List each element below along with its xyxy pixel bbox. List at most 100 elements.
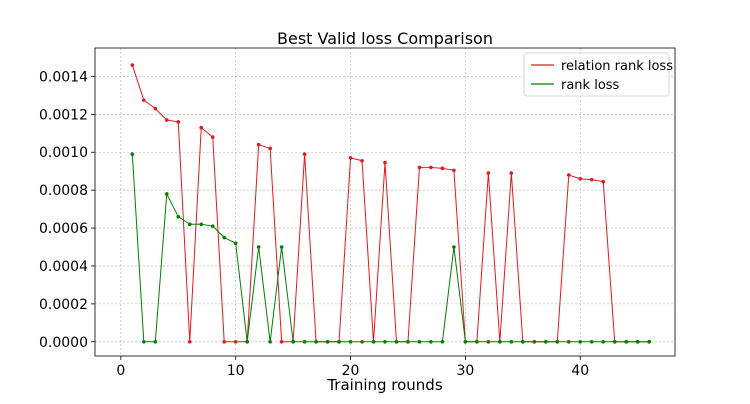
data-point	[222, 235, 227, 240]
y-tick-label: 0.0000	[39, 335, 88, 351]
data-point	[222, 339, 227, 344]
data-point	[498, 339, 502, 344]
data-point	[348, 339, 353, 344]
data-point	[199, 125, 204, 130]
data-point	[578, 176, 583, 181]
data-point	[452, 245, 456, 249]
data-point	[624, 339, 628, 344]
data-point	[452, 168, 456, 173]
data-point	[256, 245, 261, 249]
x-tick-label: 30	[456, 363, 474, 379]
data-point	[187, 339, 192, 344]
data-point	[555, 339, 560, 344]
data-point	[142, 339, 146, 344]
data-point	[417, 339, 422, 344]
data-point	[429, 165, 433, 170]
data-point	[589, 177, 594, 182]
data-point	[245, 339, 249, 344]
data-point	[153, 339, 158, 344]
data-point	[566, 339, 571, 344]
series-line	[131, 154, 650, 343]
data-point	[429, 339, 433, 344]
data-point	[486, 171, 491, 175]
data-point	[291, 339, 295, 344]
data-point	[371, 339, 376, 344]
data-point	[440, 166, 445, 171]
data-point	[153, 106, 158, 111]
data-point	[589, 339, 594, 344]
data-point	[268, 339, 272, 344]
data-point	[383, 339, 387, 344]
y-tick-label: 0.0010	[39, 145, 88, 161]
x-tick-label: 10	[227, 363, 245, 379]
legend-box	[523, 52, 670, 97]
chart-title: Best Valid loss Comparison	[277, 29, 493, 48]
data-point	[417, 165, 422, 170]
data-point	[176, 214, 181, 219]
data-point	[233, 339, 238, 344]
data-point	[440, 339, 445, 344]
data-point	[360, 339, 364, 344]
data-point	[406, 339, 410, 344]
series-2	[130, 152, 651, 344]
data-point	[394, 339, 399, 344]
data-point	[543, 339, 548, 344]
data-point	[463, 339, 468, 344]
data-point	[130, 63, 135, 67]
x-tick-label: 20	[342, 363, 360, 379]
data-point	[521, 339, 525, 344]
data-point	[486, 339, 491, 344]
data-point	[314, 339, 318, 344]
data-point	[601, 339, 606, 344]
y-tick-label: 0.0008	[39, 183, 88, 199]
data-point	[647, 339, 651, 344]
data-point	[176, 120, 181, 124]
legend-label: rank loss	[561, 78, 620, 93]
y-tick-label: 0.0012	[39, 107, 88, 123]
y-tick-label: 0.0004	[39, 259, 88, 275]
data-point	[142, 98, 146, 102]
data-point	[601, 179, 606, 184]
data-point	[509, 339, 514, 344]
data-point	[187, 222, 192, 227]
data-point	[233, 241, 238, 246]
data-point	[210, 135, 215, 139]
legend: relation rank loss rank loss	[523, 52, 673, 97]
axis-ticks: 0 10 20 30 40 0.0000 0.0002 0.0004 0.0006 0.0008 0…	[39, 69, 589, 379]
x-axis-label: Training rounds	[326, 376, 443, 394]
series-line	[131, 64, 650, 343]
legend-label: relation rank loss	[561, 59, 673, 74]
data-point	[268, 146, 272, 151]
data-point	[325, 339, 330, 344]
data-point	[337, 339, 341, 344]
y-tick-label: 0.0014	[39, 69, 88, 85]
data-point	[566, 173, 571, 177]
data-point	[256, 142, 261, 147]
data-point	[383, 160, 387, 165]
data-point	[612, 339, 617, 344]
y-tick-label: 0.0002	[39, 297, 88, 313]
data-point	[210, 224, 215, 228]
data-point	[578, 339, 583, 344]
plot-frame	[94, 47, 676, 357]
data-point	[199, 222, 204, 227]
data-point	[532, 339, 537, 344]
data-point	[475, 339, 479, 344]
y-tick-label: 0.0006	[39, 221, 88, 237]
data-point	[302, 152, 307, 156]
data-point	[360, 158, 364, 163]
data-point	[279, 245, 284, 249]
data-point	[164, 118, 169, 122]
data-point	[635, 339, 640, 344]
data-point	[302, 339, 307, 344]
data-point	[279, 339, 284, 344]
x-tick-label: 40	[571, 363, 589, 379]
series-layer	[130, 63, 651, 344]
data-point	[164, 192, 169, 196]
data-point	[130, 152, 135, 156]
x-tick-label: 0	[116, 363, 125, 379]
data-point	[509, 171, 514, 175]
data-point	[348, 156, 353, 160]
